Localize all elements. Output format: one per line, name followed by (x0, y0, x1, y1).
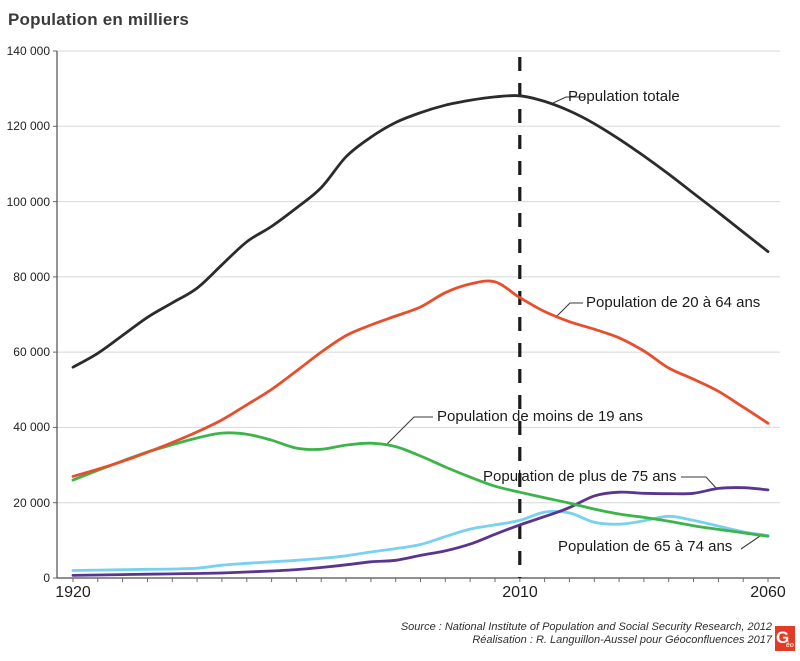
x-axis-tick-label: 2060 (750, 584, 786, 601)
y-axis-tick-label: 0 (43, 571, 50, 585)
series-label-population-20-64: Population de 20 à 64 ans (586, 294, 761, 311)
y-axis-tick-label: 20 000 (13, 496, 50, 510)
geoconfluences-logo: G éo (775, 626, 795, 651)
y-axis-tick-label: 80 000 (13, 270, 50, 284)
logo-suffix: éo (785, 642, 794, 649)
x-axis-tick-label: 1920 (55, 584, 91, 601)
source-line: Source : National Institute of Populatio… (400, 621, 772, 633)
chart-title: Population en milliers (8, 10, 190, 29)
y-axis-tick-label: 40 000 (13, 420, 50, 434)
series-label-population-plus-75: Population de plus de 75 ans (483, 468, 677, 485)
series-label-population-totale: Population totale (568, 88, 680, 105)
y-axis-tick-label: 140 000 (6, 44, 50, 58)
credit-line: Réalisation : R. Languillon-Aussel pour … (472, 634, 772, 646)
y-axis-tick-label: 60 000 (13, 345, 50, 359)
series-label-population-moins-19: Population de moins de 19 ans (437, 408, 643, 425)
y-axis-tick-label: 120 000 (6, 119, 50, 133)
source-note: Source : National Institute of Populatio… (401, 621, 772, 647)
y-axis-tick-label: 100 000 (6, 195, 50, 209)
x-axis-tick-label: 2010 (502, 584, 538, 601)
series-label-population-65-74: Population de 65 à 74 ans (558, 538, 733, 555)
logo-letter: G (776, 628, 790, 647)
